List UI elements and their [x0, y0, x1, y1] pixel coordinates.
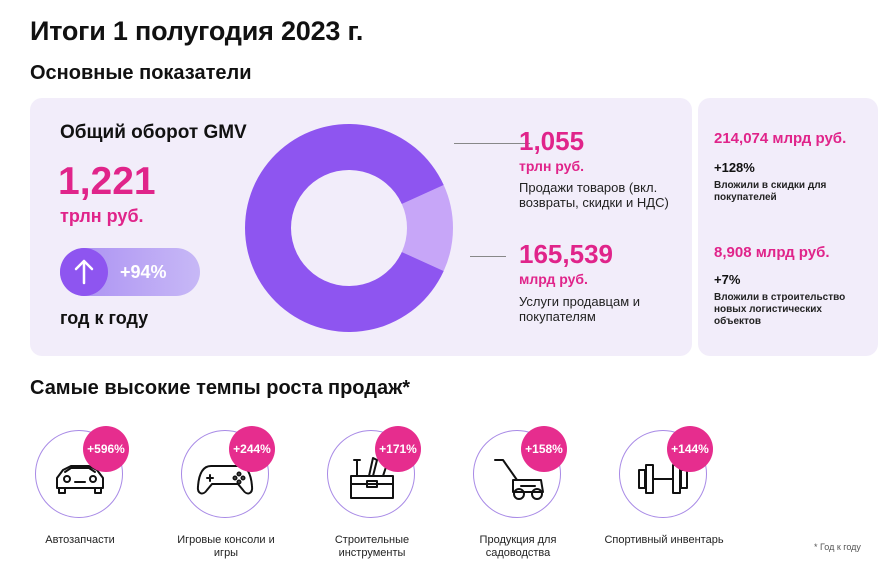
services-unit: млрд руб.	[519, 271, 588, 287]
category-label: Игровые консоли и игры	[177, 534, 275, 559]
donut-segment-goods	[245, 124, 444, 332]
growth-badge: +171%	[375, 426, 421, 472]
footnote: * Год к году	[814, 542, 861, 552]
gamepad-icon	[196, 465, 254, 495]
goods-sales-unit: трлн руб.	[519, 158, 584, 174]
category-label: Спортивный инвентарь	[604, 534, 724, 546]
growth-pill: +94%	[60, 248, 200, 296]
goods-sales-desc: Продажи товаров (вкл. возвраты, скидки и…	[519, 180, 669, 210]
growth-period-label: год к году	[60, 308, 149, 328]
services-value: 165,539	[519, 239, 613, 269]
main-metrics-panel: Общий оборот GMV 1,221 трлн руб. +94% го…	[30, 98, 692, 356]
logistics-value: 8,908 млрд руб.	[714, 244, 830, 261]
growth-badge: +144%	[667, 426, 713, 472]
goods-sales-value: 1,055	[519, 126, 585, 156]
dumbbell-icon	[638, 464, 688, 494]
leader-line	[454, 143, 530, 144]
logistics-growth: +7%	[714, 272, 741, 287]
gmv-value: 1,221	[58, 160, 156, 203]
page-title: Итоги 1 полугодия 2023 г.	[30, 16, 364, 46]
gmv-unit: трлн руб.	[60, 206, 144, 226]
category-label: Автозапчасти	[45, 534, 115, 546]
growth-badge: +596%	[83, 426, 129, 472]
growth-heading: Самые высокие темпы роста продаж*	[30, 377, 411, 399]
growth-percent: +94%	[120, 262, 167, 282]
category-label: Продукция для садоводства	[479, 534, 557, 559]
section-subtitle: Основные показатели	[30, 62, 252, 84]
discounts-value: 214,074 млрд руб.	[714, 130, 847, 147]
gmv-label: Общий оборот GMV	[60, 122, 247, 143]
discounts-desc: Вложили в скидки для покупателей	[714, 180, 827, 203]
services-desc: Услуги продавцам и покупателям	[519, 294, 641, 324]
discounts-growth: +128%	[714, 160, 755, 175]
logistics-desc: Вложили в строительство новых логистичес…	[714, 292, 846, 327]
leader-line	[470, 256, 506, 257]
arrow-up-icon	[60, 248, 108, 296]
donut-segment-services	[401, 185, 453, 271]
side-metrics-panel: 214,074 млрд руб. +128% Вложили в скидки…	[698, 98, 878, 356]
category-label: Строительные инструменты	[334, 534, 410, 559]
lawnmower-icon	[494, 459, 544, 500]
growth-badge: +244%	[229, 426, 275, 472]
growth-badge: +158%	[521, 426, 567, 472]
gmv-donut-chart	[245, 124, 453, 332]
car-icon	[56, 465, 104, 494]
